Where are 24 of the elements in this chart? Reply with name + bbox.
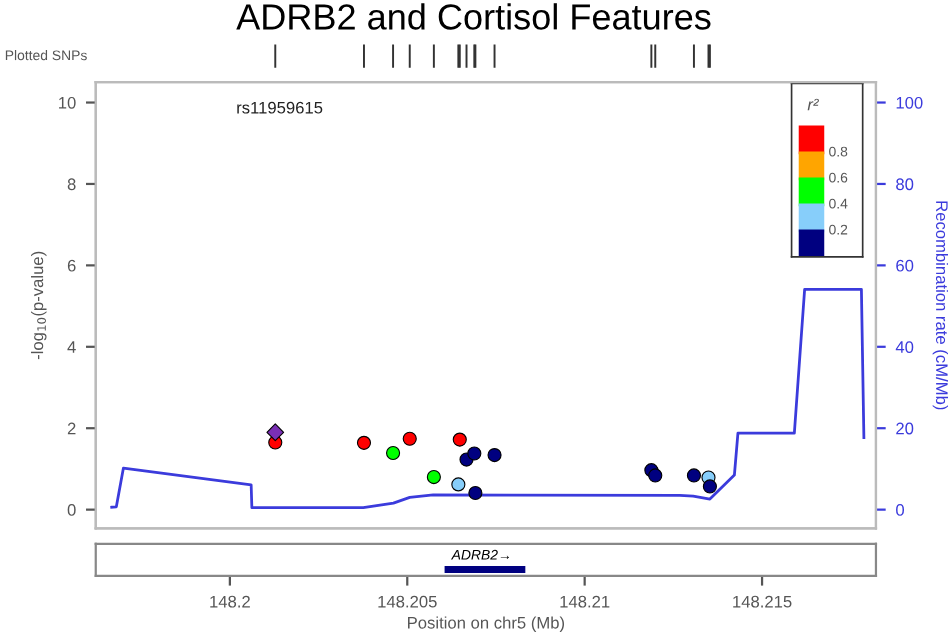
y-tick-label: 0 [67,504,76,516]
y-tick-label: 2 [67,422,76,435]
y-tick-label: 4 [67,341,76,353]
line-series [110,288,866,509]
y2-tick-label: 100 [896,96,923,109]
x-tick-label: 148.215 [733,595,792,608]
annotation: r² [807,98,819,111]
x-tick-label: 148.205 [378,595,437,608]
x-axis-title: Position on chr5 (Mb) [408,616,565,632]
y-tick-label: 8 [67,178,76,191]
y-tick-label: 6 [67,259,76,272]
y-tick-label: 10 [59,96,76,109]
annotation: rs11959615 [237,101,323,114]
y2-tick-label: 20 [896,422,914,435]
y2-axis-title: Recombination rate (cM/Mb) [932,201,948,410]
x-tick-label: 148.21 [560,595,610,608]
y2-tick-label: 0 [896,504,905,516]
y-axis-title: -log$_{10}$(p-value) [30,251,47,360]
point [266,423,285,442]
y2-tick-label: 60 [896,259,914,272]
x-tick-label: 148.2 [210,595,250,608]
y2-tick-label: 40 [895,341,914,353]
chart-title: ADRB2 and Cortisol Features [236,3,711,30]
y2-tick-label: 80 [896,178,914,191]
